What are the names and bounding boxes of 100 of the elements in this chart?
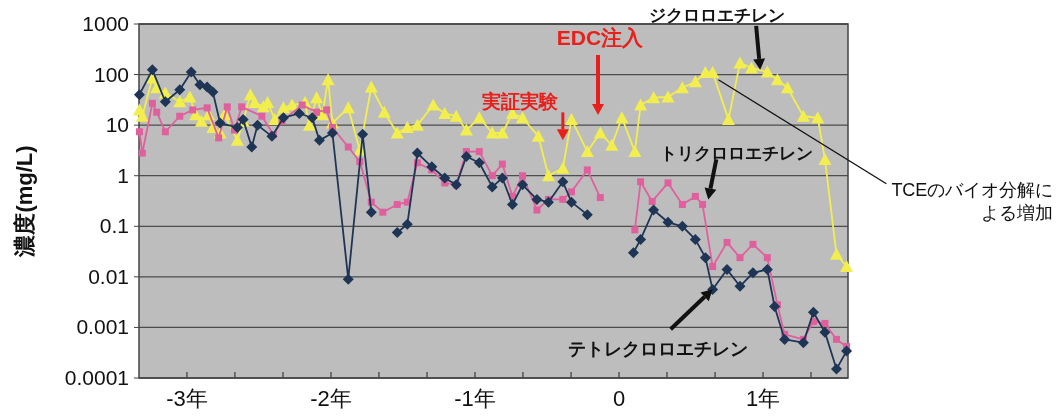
- point: [411, 147, 423, 159]
- point: [581, 209, 593, 221]
- point: [146, 64, 158, 76]
- point: [189, 106, 197, 114]
- point: [763, 254, 771, 262]
- point: [401, 218, 413, 230]
- point: [342, 273, 354, 285]
- x-tick-label: -1年: [454, 386, 496, 411]
- point: [153, 108, 161, 116]
- point: [797, 337, 809, 349]
- point: [214, 117, 226, 129]
- point: [807, 306, 819, 318]
- point: [559, 195, 567, 203]
- point: [496, 172, 508, 184]
- point: [323, 106, 331, 114]
- x-tick-label: -3年: [166, 386, 208, 411]
- point: [583, 166, 591, 174]
- annotation: TCEのバイオ分解による増加: [891, 179, 1054, 224]
- point: [133, 89, 145, 101]
- point: [648, 197, 656, 205]
- point: [747, 267, 759, 279]
- point: [761, 263, 773, 275]
- point: [460, 150, 472, 162]
- point: [138, 149, 146, 157]
- point: [699, 252, 711, 264]
- point: [475, 148, 483, 156]
- y-tick-label: 10: [105, 113, 129, 137]
- point: [201, 81, 213, 93]
- point: [709, 263, 717, 271]
- point: [357, 128, 369, 140]
- point: [344, 143, 352, 151]
- point: [313, 134, 325, 146]
- point: [533, 206, 541, 214]
- y-tick-label: 100: [93, 62, 129, 86]
- point: [565, 196, 577, 208]
- point: [426, 161, 438, 173]
- point: [531, 193, 543, 205]
- point: [779, 333, 791, 345]
- point: [365, 206, 377, 218]
- point: [176, 112, 184, 120]
- point: [567, 188, 575, 196]
- point: [326, 127, 338, 139]
- point: [557, 176, 569, 188]
- annotation: テトレクロロエチレン: [567, 339, 748, 360]
- y-tick-label: 0.01: [88, 264, 129, 288]
- point: [498, 160, 506, 168]
- point: [635, 233, 647, 245]
- point: [734, 280, 746, 292]
- y-tick-label: 1: [117, 163, 129, 187]
- point: [231, 121, 243, 133]
- point: [223, 103, 231, 111]
- point: [721, 263, 733, 275]
- x-tick-label: 0: [612, 386, 626, 411]
- point: [821, 319, 829, 327]
- point: [841, 345, 853, 357]
- point: [486, 181, 498, 193]
- point: [736, 254, 744, 262]
- point: [664, 179, 672, 187]
- point: [662, 216, 674, 228]
- point: [215, 134, 223, 142]
- point: [830, 363, 842, 375]
- point: [819, 326, 831, 338]
- point: [488, 172, 496, 180]
- annotation: EDC注入: [556, 26, 645, 49]
- point: [676, 220, 688, 232]
- point: [238, 103, 246, 111]
- point: [293, 107, 305, 119]
- point: [723, 238, 731, 246]
- point: [391, 227, 403, 239]
- annotation: トリクロロエチレン: [659, 144, 813, 164]
- y-axis-title: 濃度(mg/L): [12, 145, 37, 258]
- point: [769, 300, 781, 312]
- point: [203, 104, 211, 112]
- point: [379, 208, 387, 216]
- point: [678, 200, 686, 208]
- y-tick-label: 0.1: [99, 214, 129, 238]
- point: [596, 194, 604, 202]
- point: [159, 96, 171, 108]
- y-tick-label: 0.001: [76, 315, 129, 339]
- point: [689, 233, 701, 245]
- point: [631, 226, 639, 234]
- point: [393, 200, 401, 208]
- point: [517, 179, 529, 191]
- annotation: ジクロロエチレン: [649, 5, 786, 25]
- y-tick-label: 0.0001: [64, 366, 129, 389]
- point: [439, 172, 451, 184]
- annotation: 実証実験: [480, 91, 559, 113]
- x-tick-label: 1年: [745, 386, 781, 411]
- point: [252, 119, 264, 131]
- point: [699, 200, 707, 208]
- point: [506, 198, 518, 210]
- point: [306, 112, 318, 124]
- point: [749, 240, 757, 248]
- point: [473, 157, 485, 169]
- point: [174, 84, 186, 96]
- point: [832, 335, 840, 343]
- point: [298, 101, 306, 109]
- point: [637, 178, 645, 186]
- point: [207, 86, 219, 98]
- point: [648, 204, 660, 216]
